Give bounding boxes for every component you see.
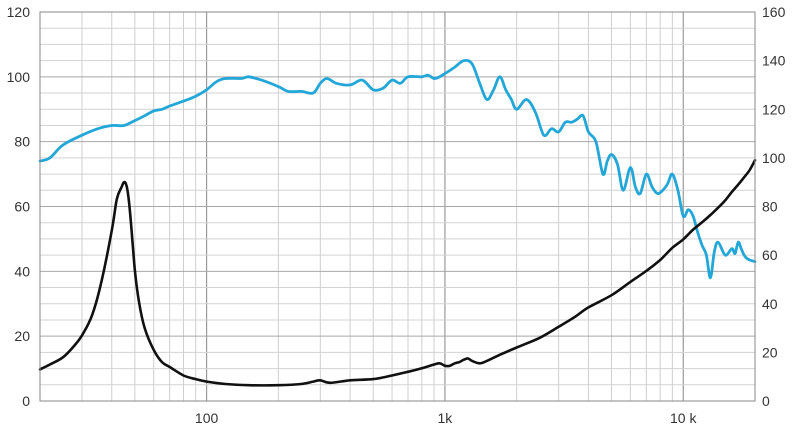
y-left-tick-label: 40	[14, 263, 30, 279]
x-tick-label: 1k	[438, 410, 454, 426]
y-left-tick-label: 80	[14, 134, 30, 150]
series-layer	[38, 58, 757, 387]
y-right-tick-label: 120	[762, 101, 786, 117]
y-right-tick-label: 60	[762, 247, 778, 263]
y-right-tick-label: 40	[762, 296, 778, 312]
y-left-tick-label: 100	[7, 69, 31, 85]
grid-lines	[40, 12, 755, 401]
y-right-tick-label: 100	[762, 150, 786, 166]
y-left-tick-label: 0	[22, 393, 30, 409]
y-right-tick-label: 80	[762, 199, 778, 215]
x-tick-label: 100	[195, 410, 219, 426]
y-left-tick-label: 60	[14, 199, 30, 215]
series-line-blue	[38, 58, 757, 280]
series-line-black	[38, 159, 757, 387]
axis-labels: 0 20 40 60 80 100 120 0 20 40 60 80 100 120 140 160 100 1…	[7, 4, 786, 426]
y-right-tick-label: 0	[762, 393, 770, 409]
y-left-tick-label: 20	[14, 328, 30, 344]
y-left-tick-label: 120	[7, 4, 31, 20]
x-tick-label: 10 k	[670, 410, 697, 426]
y-right-tick-label: 140	[762, 53, 786, 69]
plot-frame	[39, 11, 756, 402]
y-right-tick-label: 20	[762, 344, 778, 360]
y-right-tick-label: 160	[762, 4, 786, 20]
